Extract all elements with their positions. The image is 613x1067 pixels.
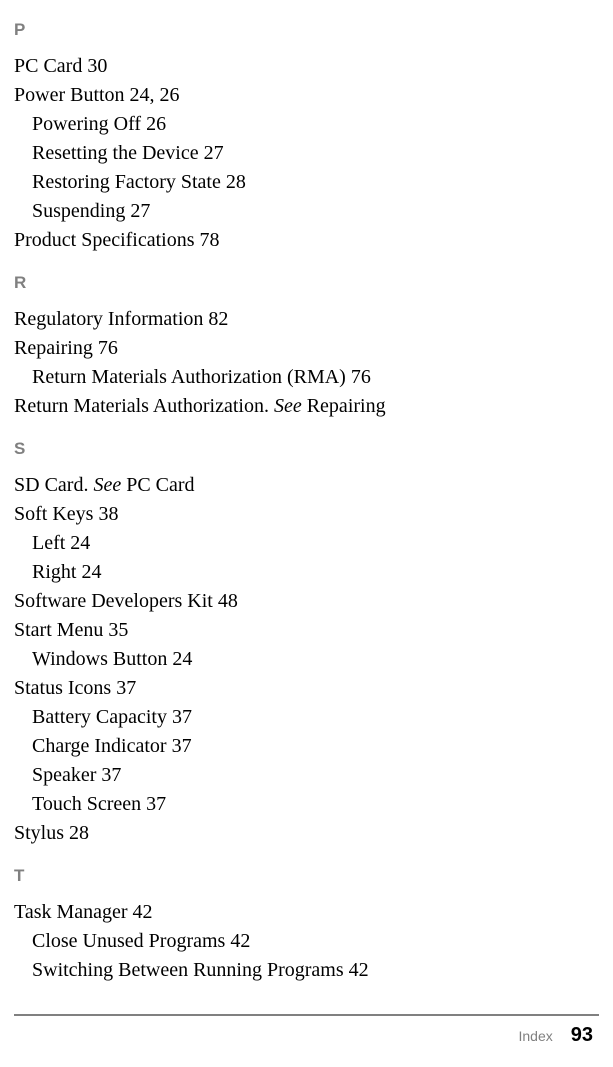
entry-suffix: PC Card (121, 474, 194, 496)
index-entry: PC Card 30 (14, 52, 573, 81)
index-entry: Software Developers Kit 48 (14, 587, 573, 616)
index-entry: Start Menu 35 (14, 616, 573, 645)
entry-prefix: SD Card. (14, 474, 93, 496)
index-entry: Soft Keys 38 (14, 500, 573, 529)
entry-prefix: Return Materials Authorization. (14, 395, 274, 417)
index-subentry: Powering Off 26 (14, 110, 573, 139)
index-content: P PC Card 30 Power Button 24, 26 Powerin… (14, 20, 573, 985)
entry-italic: See (274, 395, 302, 417)
section-letter-p: P (14, 20, 573, 40)
index-subentry: Switching Between Running Programs 42 (14, 956, 573, 985)
index-entry: Stylus 28 (14, 819, 573, 848)
index-subentry: Battery Capacity 37 (14, 703, 573, 732)
index-subentry: Right 24 (14, 558, 573, 587)
index-entry: Power Button 24, 26 (14, 81, 573, 110)
index-entry: Task Manager 42 (14, 898, 573, 927)
index-subentry: Suspending 27 (14, 197, 573, 226)
index-subentry: Return Materials Authorization (RMA) 76 (14, 363, 573, 392)
index-subentry: Resetting the Device 27 (14, 139, 573, 168)
section-letter-s: S (14, 439, 573, 459)
index-subentry: Charge Indicator 37 (14, 732, 573, 761)
index-entry: Repairing 76 (14, 334, 573, 363)
index-entry: Return Materials Authorization. See Repa… (14, 392, 573, 421)
entry-italic: See (93, 474, 121, 496)
footer-label: Index (519, 1028, 553, 1044)
index-entry: Status Icons 37 (14, 674, 573, 703)
index-subentry: Close Unused Programs 42 (14, 927, 573, 956)
page-number: 93 (571, 1024, 593, 1046)
footer-divider (14, 1014, 599, 1016)
section-letter-t: T (14, 866, 573, 886)
index-subentry: Left 24 (14, 529, 573, 558)
page-footer: Index 93 (0, 1014, 613, 1047)
index-subentry: Restoring Factory State 28 (14, 168, 573, 197)
index-subentry: Touch Screen 37 (14, 790, 573, 819)
footer-text: Index 93 (0, 1024, 613, 1047)
entry-suffix: Repairing (302, 395, 386, 417)
index-entry: Product Specifications 78 (14, 226, 573, 255)
index-entry: Regulatory Information 82 (14, 305, 573, 334)
index-subentry: Windows Button 24 (14, 645, 573, 674)
index-subentry: Speaker 37 (14, 761, 573, 790)
section-letter-r: R (14, 273, 573, 293)
index-entry: SD Card. See PC Card (14, 471, 573, 500)
